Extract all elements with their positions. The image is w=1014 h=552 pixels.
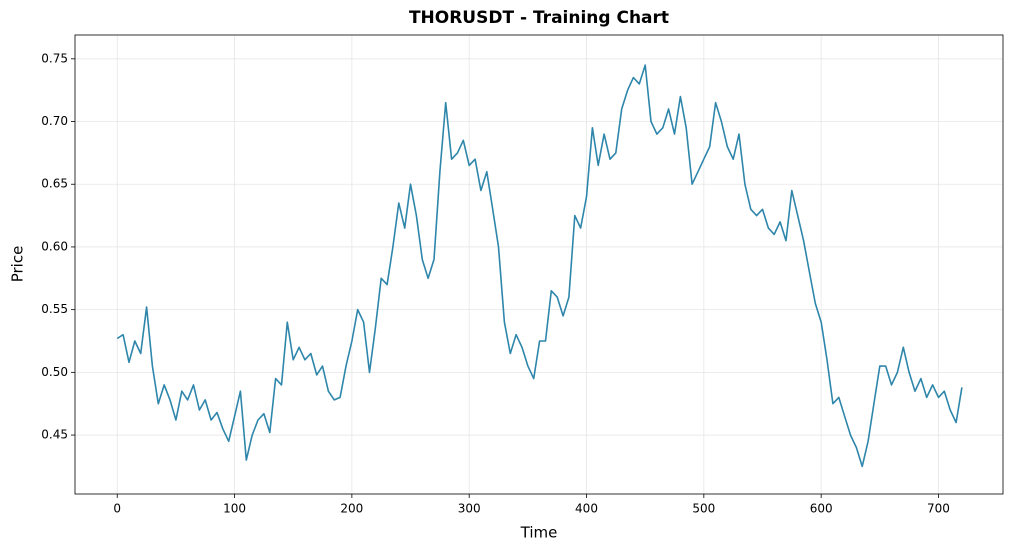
y-tick-label: 0.70 <box>41 114 68 128</box>
y-tick-label: 0.55 <box>41 302 68 316</box>
y-tick-label: 0.50 <box>41 365 68 379</box>
y-tick-label: 0.60 <box>41 239 68 253</box>
y-axis-label: Price <box>9 246 27 283</box>
price-line <box>116 64 963 468</box>
x-tick-label: 600 <box>810 502 833 516</box>
chart-title: THORUSDT - Training Chart <box>409 8 669 28</box>
x-tick-label: 200 <box>340 502 363 516</box>
x-tick-label: 100 <box>223 502 246 516</box>
plot-frame <box>74 34 1004 495</box>
x-tick-label: 700 <box>927 502 950 516</box>
y-tick-label: 0.75 <box>41 51 68 65</box>
x-axis-label: Time <box>520 524 558 542</box>
y-tick-label: 0.45 <box>41 428 68 442</box>
y-tick-label: 0.65 <box>41 177 68 191</box>
x-tick-label: 300 <box>458 502 481 516</box>
x-tick-label: 400 <box>575 502 598 516</box>
x-tick-label: 500 <box>692 502 715 516</box>
x-tick-label: 0 <box>113 502 121 516</box>
